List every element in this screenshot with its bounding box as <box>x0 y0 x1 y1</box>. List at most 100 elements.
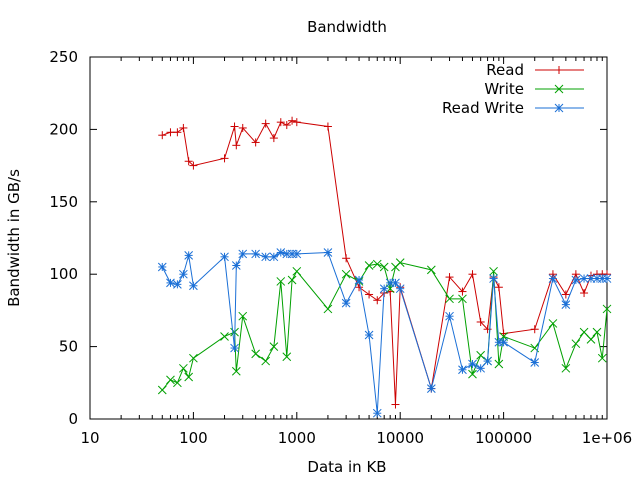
data-point-read-write <box>499 337 508 347</box>
series-layer <box>157 116 612 418</box>
axes-layer: 0 50 100 150 200 250 10 100 1000 10000 100000 1e+06 <box>49 48 632 447</box>
data-point-read <box>292 118 301 127</box>
data-point-read <box>445 273 454 282</box>
legend-label: Read <box>486 61 524 79</box>
data-point-write <box>323 304 333 314</box>
data-point-read <box>476 317 485 326</box>
data-point-read <box>276 118 285 127</box>
data-point-write <box>571 339 581 349</box>
data-point-read-write <box>364 330 374 340</box>
data-point-read-write <box>341 298 351 308</box>
data-point-read-write <box>476 363 486 373</box>
data-point-write <box>395 258 405 267</box>
plot-area-frame <box>89 56 608 420</box>
data-point-read-write <box>173 279 182 289</box>
chart-title: Bandwidth <box>307 18 387 36</box>
y-tick-label: 200 <box>49 120 78 138</box>
data-point-read-write <box>579 274 589 283</box>
data-point-read-write <box>571 275 581 285</box>
data-point-read-write <box>458 365 467 375</box>
data-point-read-write <box>166 278 175 288</box>
data-point-write <box>251 349 261 359</box>
data-point-read <box>166 128 175 137</box>
data-point-write <box>426 265 436 275</box>
y-tick-label: 100 <box>49 265 78 283</box>
data-point-write <box>458 294 467 304</box>
data-point-write <box>445 294 454 304</box>
data-point-write <box>494 359 504 369</box>
data-point-read-write <box>269 252 279 262</box>
data-point-write <box>579 327 589 337</box>
data-point-write <box>238 311 248 321</box>
data-point-read <box>261 119 270 128</box>
data-point-read <box>232 141 241 150</box>
data-point-read-write <box>179 269 188 279</box>
legend-label: Read Write <box>442 99 524 117</box>
x-tick-label: 10 <box>80 429 99 447</box>
data-point-read-write <box>426 384 436 393</box>
series-line-read-write <box>161 251 607 414</box>
y-axis-label: Bandwidth in GB/s <box>5 169 23 307</box>
data-point-write <box>184 372 194 382</box>
series-read-write <box>157 248 612 418</box>
data-point-read <box>355 283 364 292</box>
data-point-write <box>287 275 297 285</box>
legend-item-read: Read <box>486 61 584 79</box>
data-point-read <box>323 122 332 131</box>
data-point-read-write <box>276 248 286 257</box>
data-point-read <box>342 254 351 263</box>
x-axis-label: Data in KB <box>307 458 386 476</box>
data-point-write <box>157 385 167 395</box>
data-point-write <box>282 352 292 362</box>
data-point-write <box>548 319 558 328</box>
data-point-read-write <box>230 343 239 353</box>
data-point-write <box>261 356 271 366</box>
data-point-write <box>561 363 571 373</box>
legend-swatch-marker <box>554 84 564 94</box>
legend-swatch-marker <box>554 103 564 113</box>
x-tick-label: 1e+06 <box>582 429 632 447</box>
data-point-read-write <box>372 408 382 418</box>
data-point-read-write <box>445 311 454 321</box>
data-point-read-write <box>189 281 198 291</box>
data-point-read <box>468 270 477 279</box>
data-point-read <box>230 122 239 131</box>
data-point-read-write <box>354 275 364 285</box>
data-point-write <box>597 353 607 363</box>
legend-swatch-marker <box>555 66 563 74</box>
x-tick-label: 100000 <box>475 429 532 447</box>
series-write <box>157 258 612 395</box>
data-point-write <box>269 342 279 351</box>
data-point-read <box>173 128 182 137</box>
data-point-read <box>269 134 278 143</box>
data-point-write <box>489 266 498 276</box>
data-point-write <box>372 259 382 269</box>
data-point-write <box>231 366 241 376</box>
data-point-read <box>238 123 247 132</box>
data-point-read <box>251 138 260 147</box>
data-point-read <box>282 121 291 130</box>
data-point-read <box>189 161 198 170</box>
data-point-read-write <box>391 278 400 288</box>
data-point-read <box>458 287 467 296</box>
y-tick-label: 250 <box>49 48 78 66</box>
data-point-read <box>494 283 503 292</box>
data-point-read-write <box>602 274 612 283</box>
series-line-write <box>161 262 608 391</box>
data-point-read-write <box>548 274 558 283</box>
x-tick-label: 100 <box>179 429 208 447</box>
y-tick-label: 50 <box>59 338 78 356</box>
data-point-read <box>288 116 297 125</box>
data-point-read-write <box>395 284 405 294</box>
data-point-read <box>580 289 589 298</box>
data-point-read <box>561 290 570 299</box>
data-point-write <box>276 277 286 286</box>
data-point-write <box>189 353 198 363</box>
data-point-write <box>364 261 374 270</box>
data-point-write <box>166 375 175 385</box>
data-point-write <box>173 378 182 388</box>
data-point-read-write <box>220 252 229 262</box>
data-point-write <box>341 269 351 279</box>
legend-item-write: Write <box>484 80 584 98</box>
